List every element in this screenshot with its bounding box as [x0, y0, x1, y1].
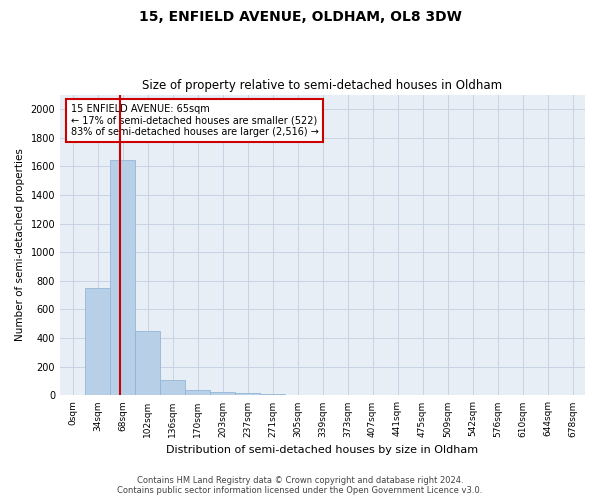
- Bar: [235, 394, 260, 396]
- Bar: [185, 390, 210, 396]
- Bar: [160, 380, 185, 396]
- Bar: [110, 160, 135, 396]
- Bar: [260, 394, 285, 396]
- Title: Size of property relative to semi-detached houses in Oldham: Size of property relative to semi-detach…: [142, 79, 503, 92]
- Y-axis label: Number of semi-detached properties: Number of semi-detached properties: [15, 148, 25, 342]
- X-axis label: Distribution of semi-detached houses by size in Oldham: Distribution of semi-detached houses by …: [166, 445, 479, 455]
- Text: Contains HM Land Registry data © Crown copyright and database right 2024.
Contai: Contains HM Land Registry data © Crown c…: [118, 476, 482, 495]
- Bar: [135, 331, 160, 396]
- Text: 15, ENFIELD AVENUE, OLDHAM, OL8 3DW: 15, ENFIELD AVENUE, OLDHAM, OL8 3DW: [139, 10, 461, 24]
- Bar: [85, 288, 110, 396]
- Text: 15 ENFIELD AVENUE: 65sqm
← 17% of semi-detached houses are smaller (522)
83% of : 15 ENFIELD AVENUE: 65sqm ← 17% of semi-d…: [71, 104, 319, 137]
- Bar: [210, 392, 235, 396]
